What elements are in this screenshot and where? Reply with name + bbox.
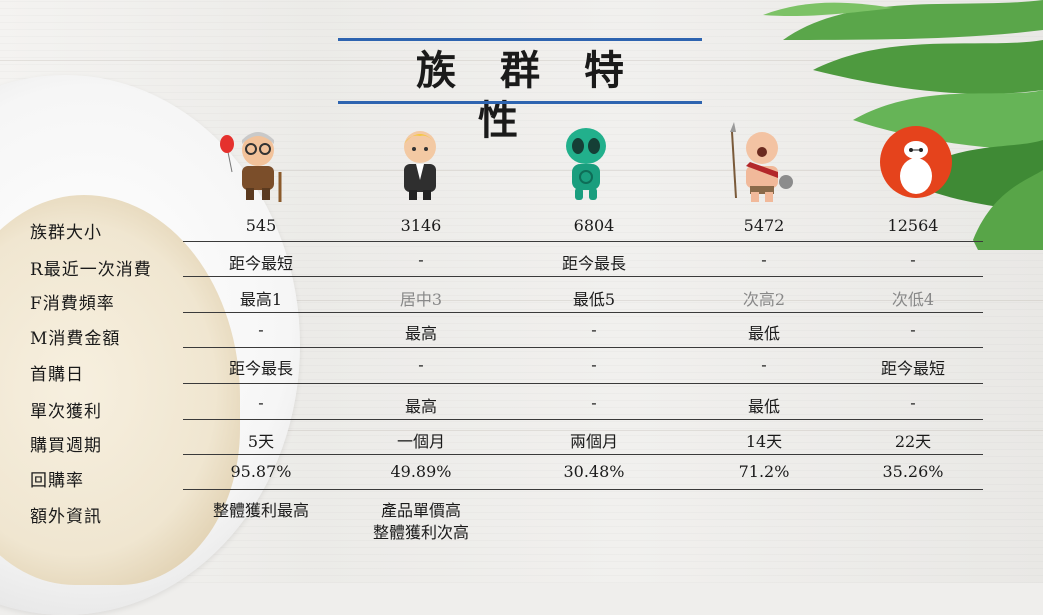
table-cell: 最高 <box>404 324 437 343</box>
table-cell: 5472 <box>743 216 785 235</box>
row-label-extra-info: 額外資訊 <box>30 507 102 527</box>
table-cell: 30.48% <box>563 462 625 481</box>
table-divider <box>183 419 983 420</box>
wood-plank-seam <box>0 300 1043 301</box>
grandpa-icon <box>220 132 282 202</box>
table-cell: - <box>418 250 424 269</box>
table-divider <box>183 383 983 384</box>
table-cell: 距今最長 <box>561 254 626 273</box>
leaves-image <box>763 0 1043 250</box>
row-label-frequency: F消費頻率 <box>30 294 115 314</box>
table-cell: - <box>418 355 424 374</box>
table-cell: - <box>258 393 264 412</box>
table-divider <box>183 454 983 455</box>
row-label-recency: R最近一次消費 <box>30 260 152 280</box>
table-cell: - <box>591 320 597 339</box>
table-divider <box>183 276 983 277</box>
wood-plank-seam <box>0 170 1043 171</box>
table-cell: 距今最長 <box>228 359 293 378</box>
table-cell: 產品單價高 <box>380 501 461 520</box>
table-cell: 兩個月 <box>569 432 618 451</box>
table-cell: 距今最短 <box>880 359 945 378</box>
row-label-purchase-cycle: 購買週期 <box>30 436 102 456</box>
table-cell: 整體獲利次高 <box>372 523 469 542</box>
table-cell: - <box>258 320 264 339</box>
row-label-size: 族群大小 <box>30 223 102 243</box>
table-divider <box>183 312 983 313</box>
table-divider <box>183 489 983 490</box>
wood-plank-seam <box>0 430 1043 431</box>
row-label-unit-profit: 單次獲利 <box>30 402 102 422</box>
table-cell: 35.26% <box>882 462 944 481</box>
table-divider <box>183 241 983 242</box>
table-cell: 最低5 <box>572 290 616 309</box>
table-cell: - <box>591 355 597 374</box>
table-cell: 次低4 <box>891 290 935 309</box>
table-cell: 整體獲利最高 <box>212 501 309 520</box>
table-cell: 最低 <box>747 397 780 416</box>
table-cell: 最低 <box>747 324 780 343</box>
row-label-monetary: M消費金額 <box>30 329 121 349</box>
table-cell: - <box>761 355 767 374</box>
table-cell: 12564 <box>887 216 939 235</box>
table-cell: 5天 <box>247 432 275 451</box>
table-cell: 95.87% <box>230 462 292 481</box>
table-cell: 最高 <box>404 397 437 416</box>
table-cell: - <box>761 250 767 269</box>
table-cell: - <box>591 393 597 412</box>
table-cell: 居中3 <box>399 290 443 309</box>
table-cell: 49.89% <box>390 462 452 481</box>
title-block: 族群特性 <box>338 38 702 144</box>
page-title: 族群特性 <box>416 47 668 144</box>
boy-suit-icon <box>404 131 436 200</box>
table-cell: 最高1 <box>239 290 283 309</box>
table-cell: - <box>910 320 916 339</box>
table-cell: - <box>910 250 916 269</box>
caveman-icon <box>730 122 793 202</box>
row-label-first-purchase: 首購日 <box>30 365 84 385</box>
table-cell: 22天 <box>894 432 932 451</box>
table-divider <box>183 347 983 348</box>
table-cell: 距今最短 <box>228 254 293 273</box>
table-cell: 3146 <box>400 216 442 235</box>
table-cell: 次高2 <box>742 290 786 309</box>
alien-icon <box>566 128 606 200</box>
table-cell: - <box>910 393 916 412</box>
row-label-repurchase-rate: 回購率 <box>30 471 84 491</box>
table-cell: 545 <box>245 216 277 235</box>
table-cell: 6804 <box>573 216 615 235</box>
table-cell: 一個月 <box>396 432 445 451</box>
title-bottom-rule <box>338 101 702 104</box>
baymax-icon <box>880 126 952 198</box>
title-top-rule <box>338 38 702 41</box>
table-cell: 71.2% <box>738 462 790 481</box>
wood-plank-seam <box>0 60 1043 61</box>
table-cell: 14天 <box>745 432 783 451</box>
